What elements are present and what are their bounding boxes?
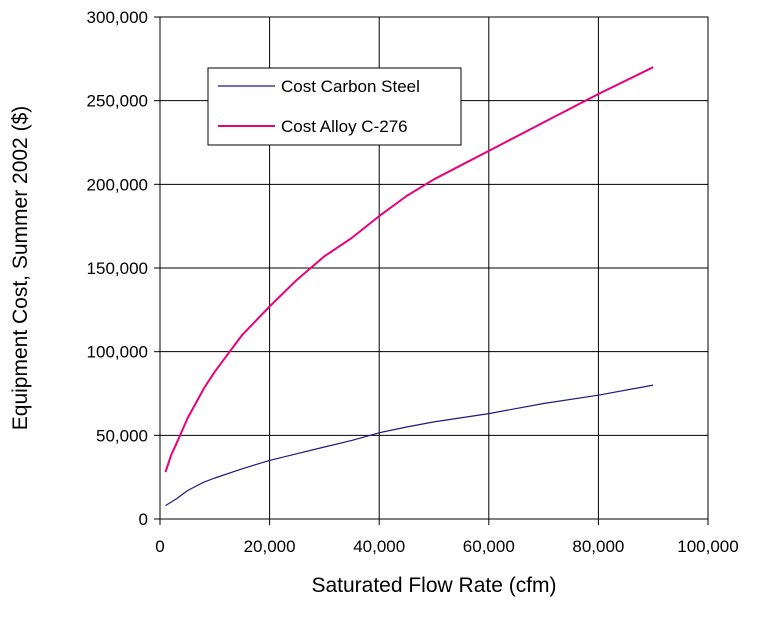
y-axis-title: Equipment Cost, Summer 2002 ($)	[9, 106, 32, 430]
legend-label-alloy-c276: Cost Alloy C-276	[281, 117, 408, 136]
legend: Cost Carbon Steel Cost Alloy C-276	[207, 67, 462, 146]
legend-label-carbon-steel: Cost Carbon Steel	[281, 77, 420, 96]
x-tick-label: 100,000	[677, 537, 738, 556]
y-tick-label: 100,000	[87, 343, 148, 362]
y-tick-label: 150,000	[87, 259, 148, 278]
series-line-alloy-c276	[164, 66, 654, 473]
axis-ticks: 0 20,000 40,000 60,000 80,000 100,000 0 50,000 1…	[87, 8, 739, 556]
x-tick-label: 60,000	[463, 537, 515, 556]
x-axis-title: Saturated Flow Rate (cfm)	[311, 574, 556, 597]
series-line-carbon-steel	[165, 384, 654, 507]
x-tick-label: 40,000	[353, 537, 405, 556]
y-tick-label: 250,000	[87, 92, 148, 111]
x-tick-label: 20,000	[244, 537, 296, 556]
y-tick-label: 0	[139, 510, 148, 529]
y-tick-label: 200,000	[87, 175, 148, 194]
legend-box	[207, 67, 462, 146]
y-tick-label: 50,000	[96, 426, 148, 445]
x-tick-label: 80,000	[572, 537, 624, 556]
x-tick-label: 0	[155, 537, 164, 556]
y-tick-label: 300,000	[87, 8, 148, 27]
series-layer	[164, 66, 654, 507]
